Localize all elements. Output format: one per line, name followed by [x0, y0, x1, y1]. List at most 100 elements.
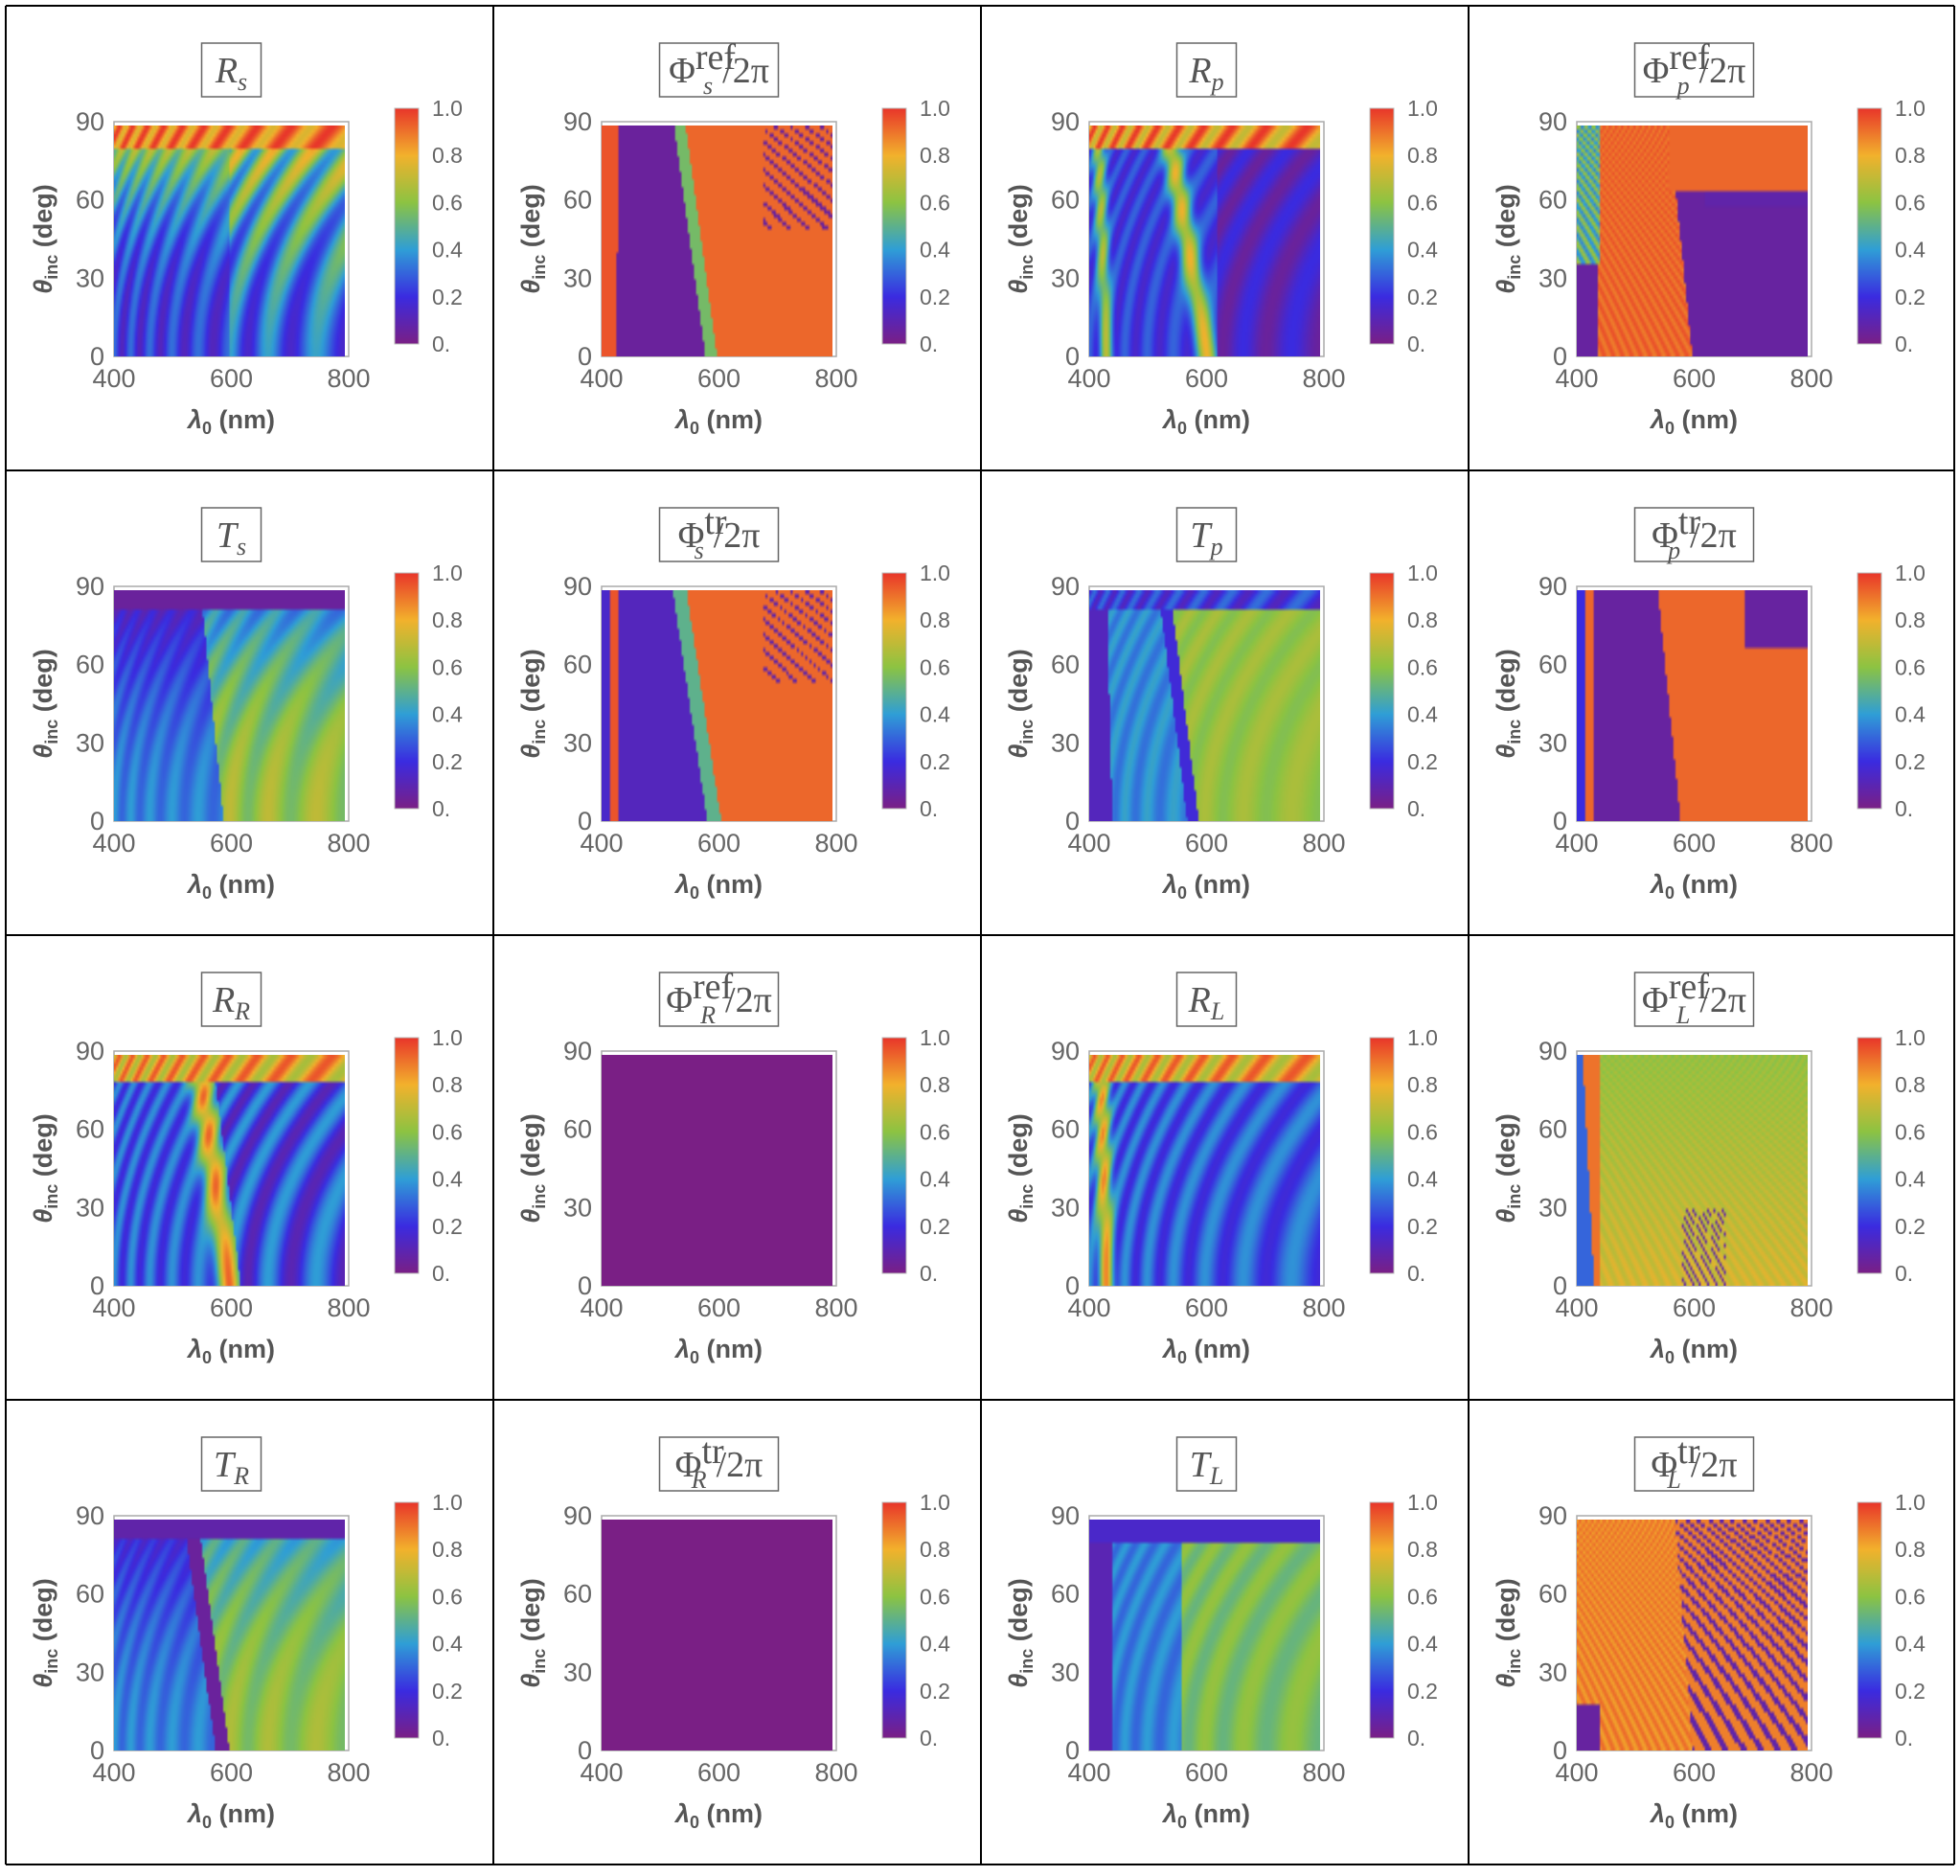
y-tick-label: 0	[1065, 1271, 1080, 1300]
x-tick-label: 800	[814, 1293, 857, 1322]
y-tick-label: 60	[76, 1580, 104, 1609]
y-tick-label: 60	[563, 186, 592, 215]
y-tick-label: 0	[1065, 342, 1080, 371]
heatmap-Tp	[1089, 590, 1320, 821]
colorbar-tick-label: 0.	[1407, 796, 1425, 821]
colorbar-tick-label: 0.8	[1407, 1072, 1438, 1097]
colorbar-tick-label: 0.2	[920, 1214, 950, 1239]
x-tick-label: 600	[697, 1293, 741, 1322]
panel-title: Φref L/2π	[1642, 967, 1746, 1029]
panel-grid-lines	[5, 5, 1955, 1865]
colorbar	[881, 1501, 907, 1739]
panel-RL: RL 0 30 60 90 400 600 800 λ0 (nm) θinc (deg) 0. 0.2…	[1004, 972, 1438, 1367]
y-tick-label: 90	[1538, 1037, 1567, 1065]
heatmap-PhiTrS	[602, 590, 832, 821]
y-axis-label: θinc (deg)	[1004, 184, 1037, 294]
colorbar-tick-label: 0.8	[1407, 1537, 1438, 1562]
y-axis-label: θinc (deg)	[1492, 184, 1524, 294]
heatmap-Ts	[114, 590, 345, 821]
x-tick-label: 800	[1302, 829, 1345, 858]
title-box	[1175, 507, 1238, 562]
y-axis-label: θinc (deg)	[516, 1578, 549, 1688]
colorbar	[1857, 107, 1882, 345]
y-tick-label: 30	[1051, 728, 1080, 757]
heatmap-TL	[1089, 1520, 1320, 1750]
y-tick-label: 30	[76, 263, 104, 292]
x-axis-label: λ0 (nm)	[673, 870, 763, 903]
colorbar-tick-label: 0.8	[1895, 143, 1926, 168]
colorbar-tick-label: 0.2	[1407, 1214, 1438, 1239]
panel-Ts: Ts 0 30 60 90 400 600 800 λ0 (nm) θinc (deg) 0. 0.2…	[29, 507, 463, 903]
x-tick-label: 400	[1555, 1758, 1598, 1787]
y-tick-label: 90	[1051, 1037, 1080, 1065]
colorbar-tick-label: 0.	[1407, 1261, 1425, 1286]
panel-title: Φref R/2π	[666, 967, 772, 1029]
x-tick-label: 400	[1067, 1758, 1110, 1787]
x-tick-label: 400	[92, 364, 135, 393]
colorbar-tick-label: 1.0	[1895, 1025, 1926, 1050]
y-tick-label: 30	[563, 728, 592, 757]
colorbar-tick-label: 0.	[1407, 1726, 1425, 1750]
colorbar-tick-label: 0.4	[920, 1167, 950, 1192]
y-tick-label: 0	[1553, 807, 1567, 835]
y-tick-label: 30	[1051, 263, 1080, 292]
colorbar-tick-label: 0.6	[1407, 1584, 1438, 1609]
heatmap-PhiRefP	[1577, 126, 1808, 356]
y-tick-label: 0	[90, 1736, 104, 1765]
y-tick-label: 90	[76, 1501, 104, 1530]
colorbar-tick-label: 0.6	[1407, 1119, 1438, 1144]
colorbar-tick-label: 1.0	[1407, 1490, 1438, 1515]
panel-PhiRefL: Φref L/2π 0 30 60 90 400 600 800 λ0 (nm) θinc (deg…	[1492, 967, 1926, 1367]
y-tick-label: 60	[1538, 1115, 1567, 1144]
x-tick-label: 600	[1673, 829, 1716, 858]
colorbar-tick-label: 0.6	[920, 1119, 950, 1144]
colorbar-tick-label: 0.6	[432, 654, 463, 679]
y-tick-label: 0	[90, 807, 104, 835]
x-tick-label: 800	[1789, 1758, 1833, 1787]
colorbar-tick-label: 0.8	[920, 607, 950, 632]
x-tick-label: 600	[1673, 1758, 1716, 1787]
y-tick-label: 90	[1538, 1501, 1567, 1530]
title-box	[1633, 507, 1755, 562]
colorbar-tick-label: 0.4	[1895, 702, 1926, 727]
colorbar-tick-label: 0.	[1895, 796, 1913, 821]
x-axis-label: λ0 (nm)	[1649, 870, 1738, 903]
x-axis-label: λ0 (nm)	[1649, 1799, 1738, 1832]
title-box	[1175, 42, 1238, 98]
colorbar	[1369, 1501, 1395, 1739]
y-tick-label: 60	[1051, 1115, 1080, 1144]
colorbar-tick-label: 0.6	[1895, 190, 1926, 215]
colorbar-tick-label: 0.4	[920, 1632, 950, 1657]
x-tick-label: 400	[1067, 1293, 1110, 1322]
colorbar	[1857, 1037, 1882, 1274]
x-tick-label: 400	[580, 364, 623, 393]
colorbar-tick-label: 0.8	[432, 1072, 463, 1097]
y-tick-label: 60	[1051, 186, 1080, 215]
colorbar-tick-label: 0.2	[432, 749, 463, 774]
colorbar-tick-label: 0.2	[920, 749, 950, 774]
colorbar-tick-label: 0.4	[432, 1632, 463, 1657]
colorbar	[1369, 572, 1395, 810]
colorbar-tick-label: 0.4	[1895, 238, 1926, 263]
x-tick-label: 600	[210, 1758, 253, 1787]
colorbar-tick-label: 0.4	[1895, 1167, 1926, 1192]
panel-TL: TL 0 30 60 90 400 600 800 λ0 (nm) θinc (deg) 0. 0.2…	[1004, 1436, 1438, 1832]
panel-title: Φtr L/2π	[1651, 1431, 1737, 1494]
title-box	[658, 1436, 780, 1492]
heatmap-PhiTrL	[1577, 1520, 1808, 1750]
colorbar-tick-label: 0.8	[432, 143, 463, 168]
colorbar-tick-label: 0.2	[1407, 749, 1438, 774]
panel-Rs: Rs 0 30 60 90 400 600 800 λ0 (nm) θinc (deg) 0. 0.2…	[29, 42, 463, 438]
y-tick-label: 90	[1051, 107, 1080, 136]
colorbar-tick-label: 0.4	[1407, 1167, 1438, 1192]
colorbar-tick-label: 1.0	[1895, 561, 1926, 585]
colorbar-tick-label: 0.	[920, 1726, 938, 1750]
x-tick-label: 400	[1067, 364, 1110, 393]
colorbar-tick-label: 0.8	[1895, 607, 1926, 632]
y-tick-label: 0	[1553, 342, 1567, 371]
colorbar-tick-label: 0.2	[1407, 285, 1438, 309]
x-tick-label: 400	[1067, 829, 1110, 858]
panel-title: Φtr R/2π	[675, 1431, 763, 1494]
x-tick-label: 400	[92, 1293, 135, 1322]
colorbar-tick-label: 0.2	[1895, 1679, 1926, 1704]
